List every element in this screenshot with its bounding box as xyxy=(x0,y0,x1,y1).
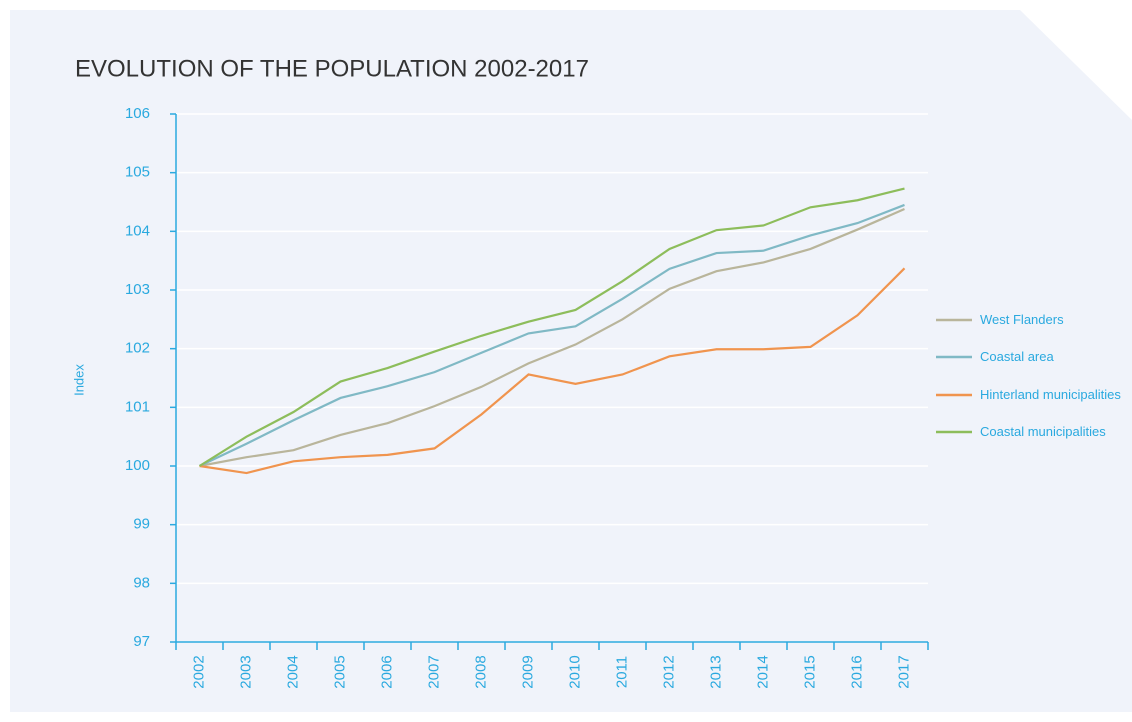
chart-title: EVOLUTION OF THE POPULATION 2002-2017 xyxy=(75,55,589,82)
x-tick-label: 2016 xyxy=(848,655,865,688)
legend-label: Coastal area xyxy=(980,349,1054,364)
y-axis-label: Index xyxy=(71,364,86,396)
series-line xyxy=(199,208,905,468)
series-line xyxy=(199,203,905,467)
x-tick-label: 2007 xyxy=(425,655,442,688)
y-tick-label: 106 xyxy=(125,105,150,122)
y-tick-label: 98 xyxy=(133,574,150,591)
x-tick-label: 2017 xyxy=(895,655,912,688)
panel xyxy=(10,10,1132,712)
x-tick-label: 2003 xyxy=(237,655,254,688)
series-line xyxy=(198,187,905,467)
x-tick-label: 2015 xyxy=(801,655,818,688)
legend-label: Hinterland municipalities xyxy=(980,387,1121,402)
y-tick-label: 100 xyxy=(125,457,150,474)
x-tick-label: 2002 xyxy=(190,655,207,688)
x-tick-label: 2006 xyxy=(378,655,395,688)
x-tick-label: 2014 xyxy=(754,655,771,688)
y-tick-label: 104 xyxy=(125,222,150,239)
x-tick-label: 2010 xyxy=(566,655,583,688)
series-line xyxy=(199,267,906,475)
x-tick-label: 2011 xyxy=(613,656,630,688)
y-tick-label: 99 xyxy=(133,516,150,533)
x-tick-label: 2008 xyxy=(472,655,489,688)
x-tick-label: 2009 xyxy=(519,655,536,688)
x-tick-label: 2012 xyxy=(660,655,677,688)
y-tick-label: 105 xyxy=(125,164,150,181)
x-tick-label: 2013 xyxy=(707,655,724,688)
y-tick-label: 97 xyxy=(133,633,150,650)
legend-label: West Flanders xyxy=(980,312,1064,327)
y-tick-label: 103 xyxy=(125,281,150,298)
x-tick-label: 2004 xyxy=(284,655,301,688)
x-tick-label: 2005 xyxy=(331,655,348,688)
y-tick-label: 102 xyxy=(125,340,150,357)
legend-label: Coastal municipalities xyxy=(980,424,1106,439)
y-tick-label: 101 xyxy=(125,398,150,415)
